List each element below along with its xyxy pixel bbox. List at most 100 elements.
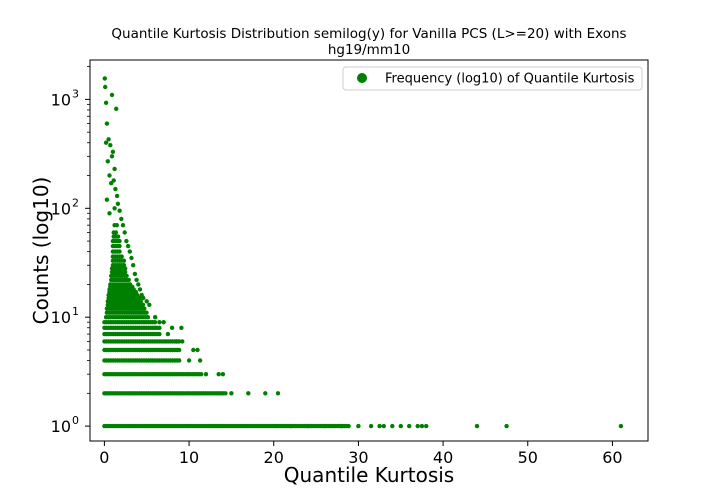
scatter-points bbox=[102, 76, 624, 429]
data-point bbox=[131, 263, 136, 268]
data-point bbox=[165, 331, 171, 337]
data-point bbox=[177, 347, 182, 353]
data-point bbox=[377, 423, 382, 429]
data-point bbox=[115, 234, 121, 239]
data-point bbox=[339, 423, 344, 429]
data-point bbox=[424, 423, 429, 429]
legend: Frequency (log10) of Quantile Kurtosis bbox=[342, 66, 643, 91]
data-point bbox=[322, 423, 327, 429]
y-tick-label: 10 bbox=[51, 417, 71, 436]
data-point bbox=[398, 423, 403, 429]
legend-box bbox=[342, 66, 643, 91]
data-point bbox=[120, 223, 126, 228]
x-tick-label: 40 bbox=[433, 448, 453, 467]
chart-title: Quantile Kurtosis Distribution semilog(y… bbox=[111, 26, 626, 42]
data-point bbox=[140, 302, 146, 307]
data-point bbox=[104, 197, 110, 202]
data-point bbox=[107, 211, 112, 216]
data-point bbox=[127, 249, 132, 254]
data-point bbox=[275, 391, 281, 396]
data-point bbox=[153, 315, 158, 320]
data-point bbox=[186, 358, 192, 363]
data-point bbox=[197, 358, 203, 363]
data-point bbox=[109, 92, 115, 98]
data-point bbox=[119, 254, 124, 259]
y-tick-label: 10 bbox=[51, 199, 71, 218]
data-point bbox=[117, 238, 122, 244]
y-tick-label: 10 bbox=[51, 308, 71, 327]
data-point bbox=[346, 423, 351, 429]
data-point bbox=[381, 423, 386, 429]
data-point bbox=[229, 391, 234, 396]
chart-subtitle: hg19/mm10 bbox=[328, 42, 410, 58]
data-point bbox=[112, 206, 117, 211]
y-tick-exponent: 1 bbox=[72, 305, 79, 318]
data-point bbox=[246, 391, 251, 396]
data-point bbox=[390, 423, 395, 429]
data-point bbox=[216, 372, 221, 377]
data-point bbox=[288, 423, 293, 429]
x-tick-label: 20 bbox=[264, 448, 284, 467]
y-tick-label: 10 bbox=[51, 90, 71, 109]
data-point bbox=[123, 269, 128, 275]
data-point bbox=[117, 249, 122, 254]
data-point bbox=[123, 266, 128, 271]
data-point bbox=[157, 325, 162, 330]
data-point bbox=[126, 277, 131, 283]
data-point bbox=[419, 423, 425, 429]
data-point bbox=[107, 173, 112, 178]
data-point bbox=[195, 347, 200, 353]
data-point bbox=[152, 320, 158, 325]
data-point bbox=[147, 302, 152, 307]
data-point bbox=[144, 310, 149, 315]
x-tick-label: 30 bbox=[348, 448, 368, 467]
data-point bbox=[119, 216, 124, 222]
data-point bbox=[105, 159, 111, 164]
data-point bbox=[223, 391, 228, 396]
data-point bbox=[124, 238, 129, 244]
data-point bbox=[138, 299, 143, 304]
data-point bbox=[179, 325, 184, 330]
data-point bbox=[157, 320, 162, 325]
data-point bbox=[220, 372, 226, 377]
x-axis-label: Quantile Kurtosis bbox=[284, 463, 454, 487]
data-point bbox=[199, 372, 204, 377]
data-point bbox=[356, 423, 361, 429]
data-point bbox=[103, 140, 109, 145]
data-point bbox=[115, 201, 121, 206]
data-point bbox=[125, 243, 131, 249]
data-point bbox=[191, 347, 196, 353]
data-point bbox=[145, 315, 151, 320]
legend-entry-label: Frequency (log10) of Quantile Kurtosis bbox=[385, 72, 635, 87]
y-tick-exponent: 2 bbox=[72, 196, 79, 209]
y-tick-exponent: 3 bbox=[72, 87, 79, 100]
data-point bbox=[129, 255, 134, 261]
y-tick-exponent: 0 bbox=[72, 414, 79, 427]
data-point bbox=[122, 230, 127, 235]
x-axis: 0 10 20 30 40 50 60 bbox=[99, 441, 623, 467]
data-point bbox=[169, 325, 175, 330]
data-point bbox=[157, 331, 162, 337]
data-point bbox=[474, 423, 480, 429]
data-point bbox=[180, 339, 185, 344]
data-point bbox=[504, 423, 509, 429]
plot-frame bbox=[89, 59, 649, 442]
y-axis-label: Counts (log10) bbox=[29, 177, 53, 325]
data-point bbox=[113, 230, 119, 235]
data-point bbox=[137, 287, 143, 292]
data-point bbox=[407, 423, 412, 429]
data-point bbox=[114, 193, 120, 199]
data-point bbox=[203, 372, 209, 377]
data-point bbox=[112, 166, 117, 172]
data-point bbox=[103, 84, 108, 90]
data-point bbox=[177, 358, 182, 363]
data-point bbox=[117, 243, 122, 249]
data-point bbox=[109, 181, 114, 186]
data-point bbox=[108, 143, 113, 148]
data-point bbox=[161, 320, 166, 325]
data-point bbox=[103, 100, 109, 106]
data-point bbox=[121, 258, 127, 263]
data-point bbox=[415, 423, 420, 429]
data-point bbox=[117, 208, 122, 213]
